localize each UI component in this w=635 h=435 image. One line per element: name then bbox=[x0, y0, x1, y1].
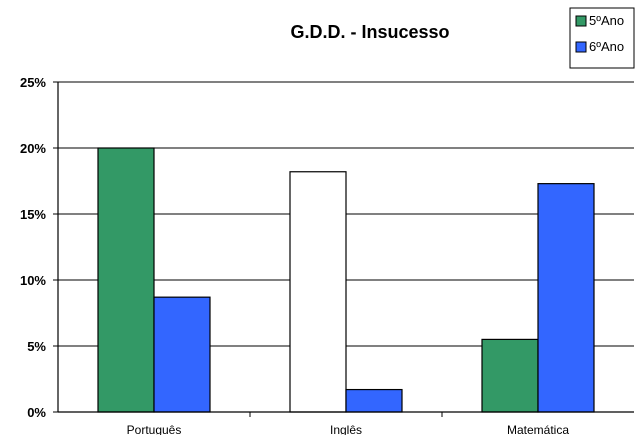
x-tick-labels: Português Inglês Matemática bbox=[127, 423, 570, 435]
chart-title: G.D.D. - Insucesso bbox=[290, 22, 449, 42]
bar bbox=[97, 147, 155, 413]
bar bbox=[481, 338, 539, 413]
y-tick-labels: 0% 5% 10% 15% 20% 25% bbox=[20, 75, 46, 420]
legend-label: 6ºAno bbox=[589, 39, 624, 54]
axes bbox=[53, 81, 634, 417]
y-tick-label: 15% bbox=[20, 207, 46, 222]
y-tick-label: 5% bbox=[27, 339, 46, 354]
y-tick-label: 0% bbox=[27, 405, 46, 420]
bar bbox=[345, 388, 403, 413]
bars bbox=[97, 147, 595, 413]
x-tick-label: Português bbox=[127, 423, 182, 435]
legend-swatch bbox=[575, 15, 587, 27]
y-tick-label: 20% bbox=[20, 141, 46, 156]
bar bbox=[537, 183, 595, 413]
x-tick-label: Inglês bbox=[330, 423, 362, 435]
y-tick-label: 10% bbox=[20, 273, 46, 288]
y-tick-label: 25% bbox=[20, 75, 46, 90]
bar bbox=[289, 171, 347, 413]
legend-swatch bbox=[575, 41, 587, 53]
legend: 5ºAno 6ºAno bbox=[569, 7, 635, 69]
bar bbox=[153, 296, 211, 413]
legend-label: 5ºAno bbox=[589, 13, 624, 28]
x-tick-label: Matemática bbox=[507, 423, 569, 435]
